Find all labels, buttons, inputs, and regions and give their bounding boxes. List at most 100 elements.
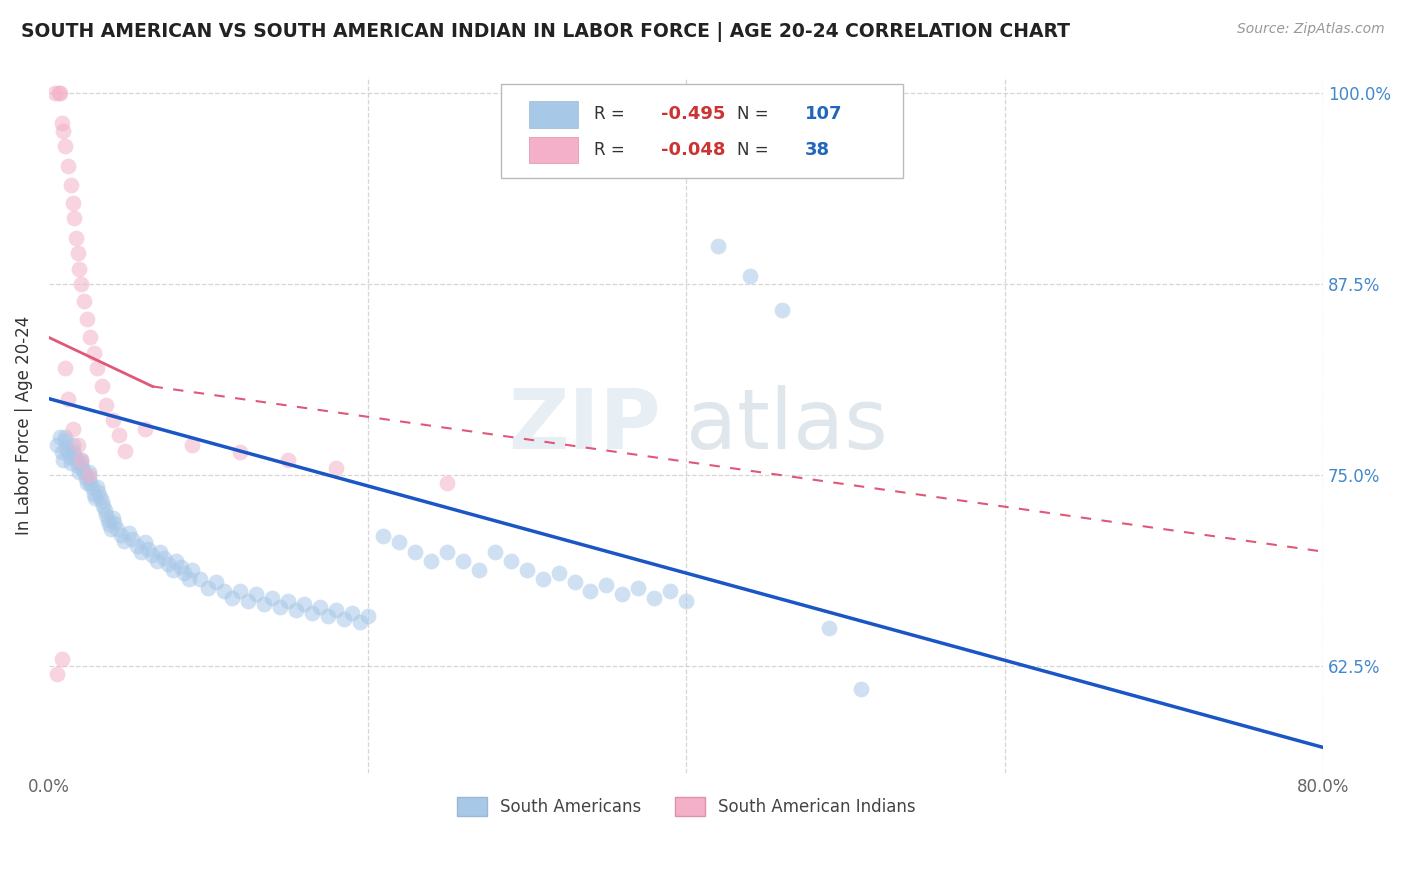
- Point: [55, 441, 77, 455]
- Point: [69, 277, 91, 291]
- Text: 38: 38: [804, 141, 830, 159]
- Point: [564, 575, 586, 590]
- Point: [162, 563, 184, 577]
- Point: [134, 422, 156, 436]
- Point: [579, 584, 602, 599]
- Point: [76, 475, 98, 490]
- Point: [229, 584, 252, 599]
- Point: [157, 557, 180, 571]
- Point: [48, 86, 70, 100]
- Point: [675, 593, 697, 607]
- Point: [56, 159, 79, 173]
- Point: [595, 578, 617, 592]
- Point: [101, 511, 124, 525]
- Point: [197, 582, 219, 596]
- Text: ZIP: ZIP: [508, 385, 661, 466]
- Point: [277, 453, 299, 467]
- Point: [205, 575, 228, 590]
- FancyBboxPatch shape: [502, 85, 903, 178]
- Point: [69, 453, 91, 467]
- Point: [62, 195, 84, 210]
- Point: [108, 428, 131, 442]
- Point: [229, 445, 252, 459]
- Point: [612, 587, 634, 601]
- Text: R =: R =: [595, 105, 626, 123]
- Text: -0.048: -0.048: [661, 141, 725, 159]
- Point: [66, 458, 89, 473]
- Point: [49, 86, 72, 100]
- Point: [627, 582, 650, 596]
- Point: [72, 460, 94, 475]
- Point: [308, 599, 330, 614]
- Point: [63, 211, 86, 226]
- Point: [90, 494, 112, 508]
- Point: [53, 361, 76, 376]
- Point: [65, 453, 87, 467]
- Point: [738, 269, 761, 284]
- Point: [131, 544, 153, 558]
- Point: [316, 608, 339, 623]
- Point: [89, 490, 111, 504]
- Point: [65, 231, 87, 245]
- Point: [179, 572, 201, 586]
- Point: [83, 486, 105, 500]
- Point: [260, 591, 283, 605]
- Point: [301, 606, 323, 620]
- Point: [86, 361, 108, 376]
- Point: [643, 591, 665, 605]
- Point: [96, 398, 118, 412]
- Point: [62, 443, 84, 458]
- Point: [51, 651, 73, 665]
- Point: [292, 597, 315, 611]
- Point: [51, 445, 73, 459]
- Point: [66, 246, 89, 260]
- Point: [547, 566, 569, 580]
- Text: R =: R =: [595, 141, 626, 159]
- Point: [141, 548, 163, 562]
- Point: [818, 621, 841, 635]
- Point: [468, 563, 491, 577]
- Point: [436, 544, 458, 558]
- Point: [110, 528, 132, 542]
- Point: [245, 587, 267, 601]
- Point: [53, 430, 76, 444]
- Point: [181, 563, 204, 577]
- Point: [707, 238, 730, 252]
- Point: [45, 437, 67, 451]
- Text: N =: N =: [737, 105, 769, 123]
- Point: [62, 422, 84, 436]
- Point: [73, 465, 96, 479]
- Point: [499, 554, 522, 568]
- Point: [86, 480, 108, 494]
- Point: [77, 468, 100, 483]
- Point: [356, 608, 378, 623]
- Text: Source: ZipAtlas.com: Source: ZipAtlas.com: [1237, 22, 1385, 37]
- Point: [90, 379, 112, 393]
- Point: [325, 603, 347, 617]
- Point: [181, 437, 204, 451]
- Point: [62, 437, 84, 451]
- Point: [325, 460, 347, 475]
- Point: [49, 430, 72, 444]
- Point: [96, 508, 118, 522]
- Point: [277, 593, 299, 607]
- Point: [236, 593, 259, 607]
- Point: [76, 312, 98, 326]
- Point: [373, 529, 395, 543]
- Point: [77, 471, 100, 485]
- Point: [83, 345, 105, 359]
- Point: [152, 550, 174, 565]
- Point: [44, 86, 66, 100]
- Point: [388, 535, 411, 549]
- Point: [84, 491, 107, 505]
- Point: [212, 584, 235, 599]
- Point: [79, 330, 101, 344]
- Point: [60, 178, 83, 192]
- Point: [221, 591, 243, 605]
- Point: [117, 526, 139, 541]
- Point: [349, 615, 371, 629]
- Point: [103, 516, 125, 530]
- Point: [56, 392, 79, 406]
- Bar: [529, 101, 578, 128]
- Point: [114, 443, 136, 458]
